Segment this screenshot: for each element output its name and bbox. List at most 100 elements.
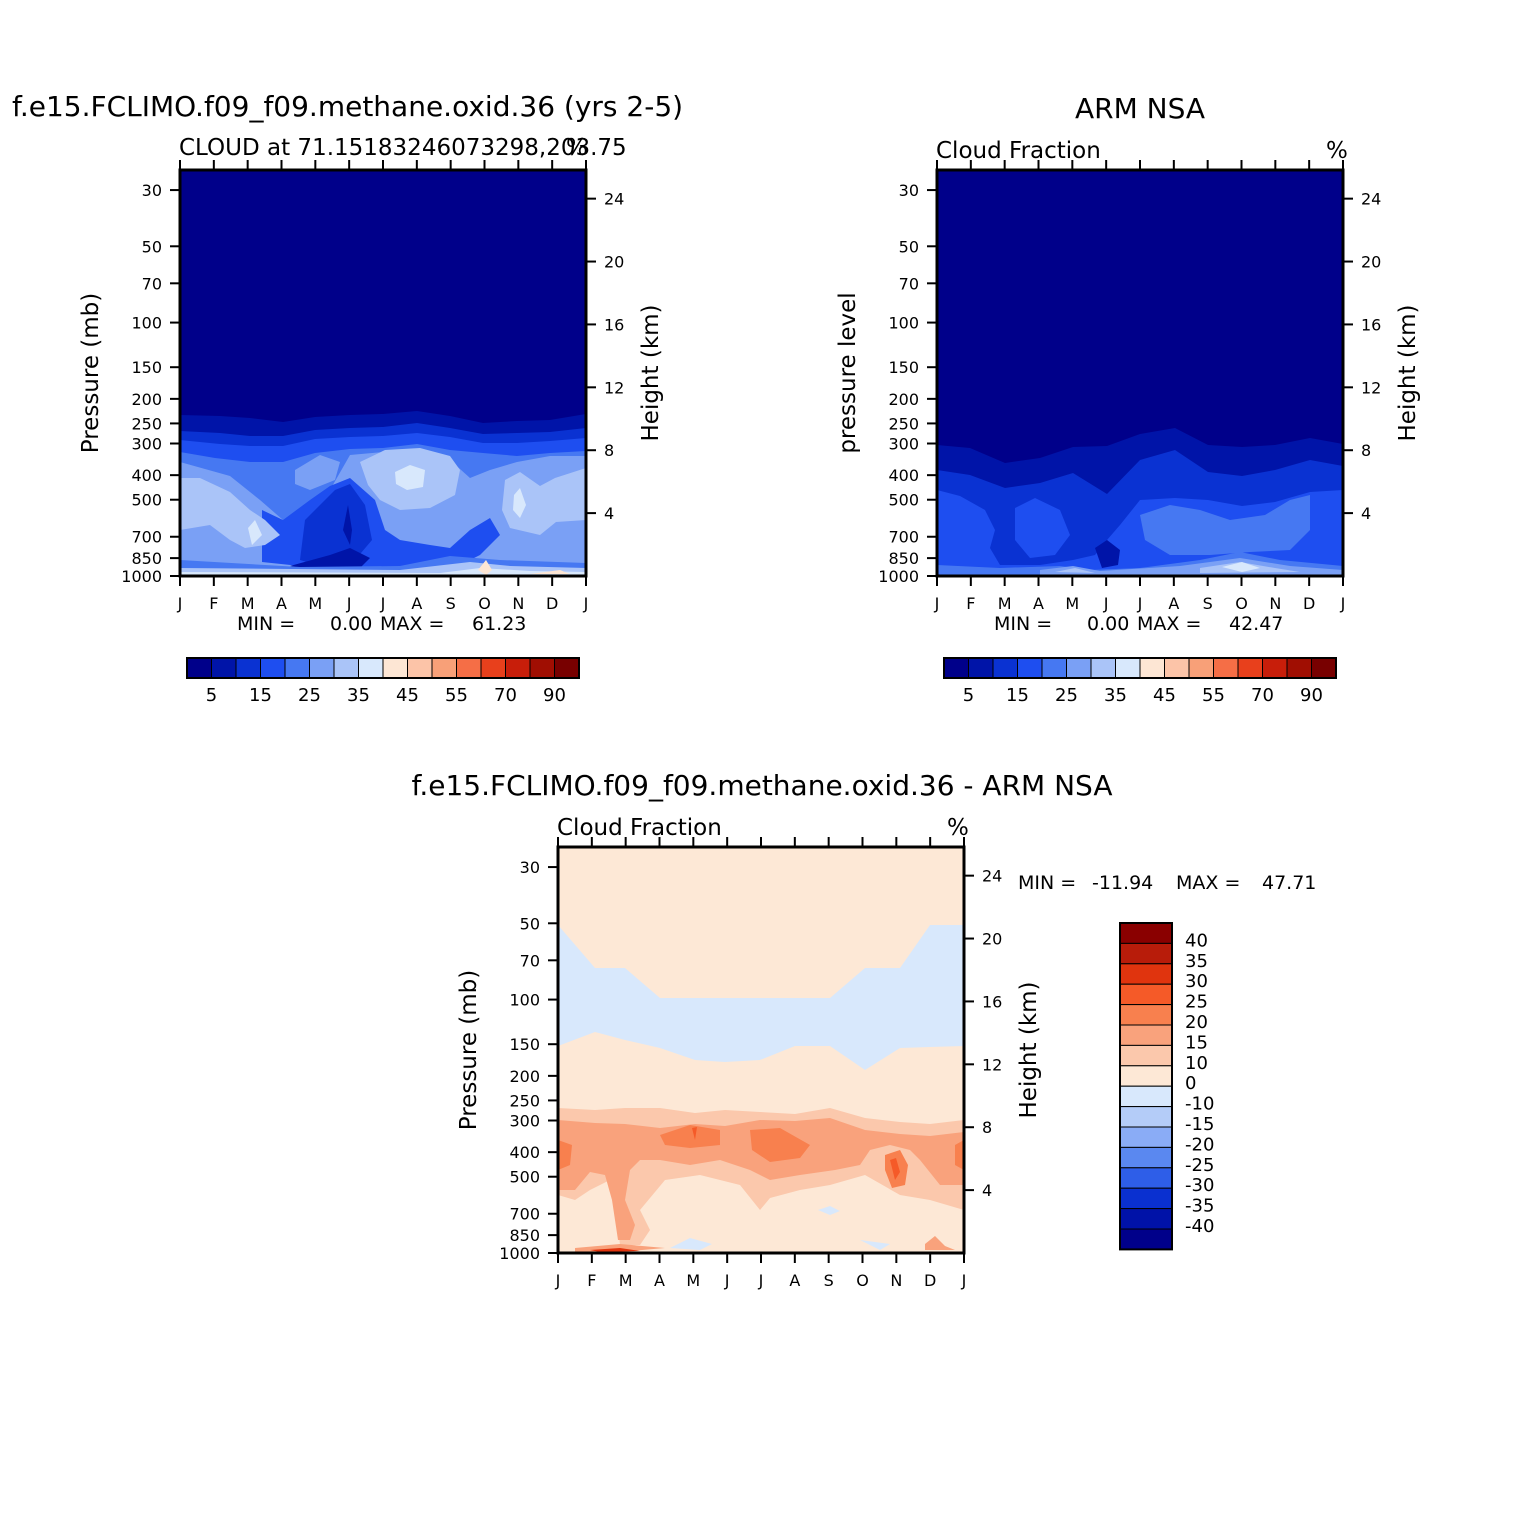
x-tick-label: F — [966, 594, 975, 613]
colorbar-swatch — [1119, 963, 1173, 985]
colorbar-label: 55 — [1202, 685, 1225, 706]
colorbar-label: -10 — [1185, 1094, 1214, 1115]
colorbar-label: 40 — [1185, 930, 1208, 951]
panel-diff-ylabel: Pressure (mb) — [456, 970, 482, 1130]
y-right-tick-label: 4 — [982, 1181, 992, 1200]
y-right-tick-label: 16 — [604, 315, 624, 334]
colorbar-swatch — [186, 657, 212, 679]
contour-band — [478, 560, 570, 575]
x-tick-label: M — [1065, 594, 1079, 613]
x-tick-label: O — [478, 594, 491, 613]
colorbar-swatch — [1119, 1106, 1173, 1128]
panel-obs-ylabel: pressure level — [835, 292, 861, 453]
x-tick-label: N — [512, 594, 524, 613]
panel-model-max-value: 61.23 — [472, 613, 526, 635]
colorbar-swatch — [505, 657, 531, 679]
colorbar-swatch — [1119, 942, 1173, 965]
colorbar-swatch — [968, 657, 994, 679]
y-right-tick-label: 12 — [1361, 378, 1381, 397]
colorbar-swatch — [992, 657, 1018, 679]
colorbar-label: 15 — [1185, 1032, 1208, 1053]
colorbar-label: 10 — [1185, 1053, 1208, 1074]
colorbar-swatch — [260, 657, 286, 679]
y-right-tick-label: 16 — [1361, 315, 1381, 334]
colorbar-label: -20 — [1185, 1134, 1214, 1155]
colorbar-swatch — [1188, 657, 1214, 679]
x-tick-label: S — [446, 594, 456, 613]
panel-diff-max-label: MAX = — [1176, 872, 1240, 894]
contour-band — [180, 448, 586, 548]
x-tick-label: N — [1269, 594, 1281, 613]
y-tick-label: 150 — [509, 1035, 540, 1054]
colorbar-swatch — [431, 657, 457, 679]
colorbar-swatch — [211, 657, 237, 679]
x-tick-label: F — [587, 1271, 596, 1290]
y-tick-label: 70 — [520, 951, 540, 970]
y-right-tick-label: 8 — [604, 441, 614, 460]
x-tick-label: J — [1103, 594, 1109, 613]
colorbar-label: 30 — [1185, 971, 1208, 992]
colorbar-label: -25 — [1185, 1155, 1214, 1176]
y-tick-label: 700 — [888, 528, 919, 547]
x-tick-label: F — [209, 594, 218, 613]
colorbar-swatch — [1164, 657, 1190, 679]
y-tick-label: 500 — [888, 491, 919, 510]
y-right-tick-label: 20 — [982, 930, 1002, 949]
panel-model-subtitle: CLOUD at 71.15183246073298,203.75 — [179, 135, 627, 161]
colorbar-swatch — [407, 657, 433, 679]
x-tick-label: J — [758, 1271, 764, 1290]
x-tick-label: S — [824, 1271, 834, 1290]
y-tick-label: 150 — [888, 358, 919, 377]
y-right-tick-label: 4 — [604, 504, 614, 523]
colorbar-label: 25 — [298, 685, 321, 706]
colorbar-swatch — [1262, 657, 1288, 679]
colorbar-frame — [186, 657, 580, 679]
y-tick-label: 70 — [142, 274, 162, 293]
x-tick-label: J — [1137, 594, 1143, 613]
x-tick-label: A — [1168, 594, 1179, 613]
panel-diff: f.e15.FCLIMO.f09_f09.methane.oxid.36 - A… — [412, 769, 1317, 1290]
panel-diff-subtitle: Cloud Fraction — [557, 815, 722, 841]
colorbar-swatch — [1017, 657, 1043, 679]
panel-model-title: f.e15.FCLIMO.f09_f09.methane.oxid.36 (yr… — [12, 90, 683, 123]
y-tick-label: 250 — [131, 414, 162, 433]
y-tick-label: 400 — [888, 466, 919, 485]
panel-model-ylabel: Pressure (mb) — [78, 293, 104, 453]
colorbar-label: 25 — [1055, 685, 1078, 706]
x-tick-label: M — [619, 1271, 633, 1290]
colorbar-swatch — [1119, 1065, 1173, 1087]
panel-diff-title: f.e15.FCLIMO.f09_f09.methane.oxid.36 - A… — [412, 769, 1113, 802]
x-tick-label: A — [1033, 594, 1044, 613]
y-right-tick-label: 8 — [982, 1118, 992, 1137]
y-tick-label: 50 — [899, 237, 919, 256]
x-tick-label: O — [856, 1271, 869, 1290]
colorbar-swatch — [1139, 657, 1165, 679]
panel-model-units: % — [566, 135, 588, 161]
colorbar-label: 70 — [494, 685, 517, 706]
panel-obs-legend: 5 15 25 35 45 55 70 90 — [943, 657, 1337, 706]
y-right-tick-label: 24 — [604, 190, 624, 209]
y-tick-label: 400 — [509, 1143, 540, 1162]
colorbar-label: -30 — [1185, 1175, 1214, 1196]
y-tick-label: 300 — [509, 1111, 540, 1130]
panel-obs-contour-field — [937, 170, 1343, 576]
y-right-tick-label: 20 — [604, 253, 624, 272]
colorbar-label: 5 — [206, 685, 217, 706]
x-tick-label: M — [998, 594, 1012, 613]
y-right-tick-label: 20 — [1361, 253, 1381, 272]
y-tick-label: 200 — [888, 390, 919, 409]
y-tick-label: 700 — [131, 528, 162, 547]
colorbar-swatch — [309, 657, 335, 679]
contour-band — [1015, 498, 1070, 558]
y-tick-label: 50 — [142, 237, 162, 256]
colorbar-frame — [943, 657, 1337, 679]
contour-band — [558, 1118, 964, 1240]
y-tick-label: 250 — [888, 414, 919, 433]
y-tick-label: 100 — [509, 991, 540, 1010]
colorbar-swatch — [1119, 1167, 1173, 1189]
panel-obs-min-value: 0.00 — [1087, 613, 1129, 635]
